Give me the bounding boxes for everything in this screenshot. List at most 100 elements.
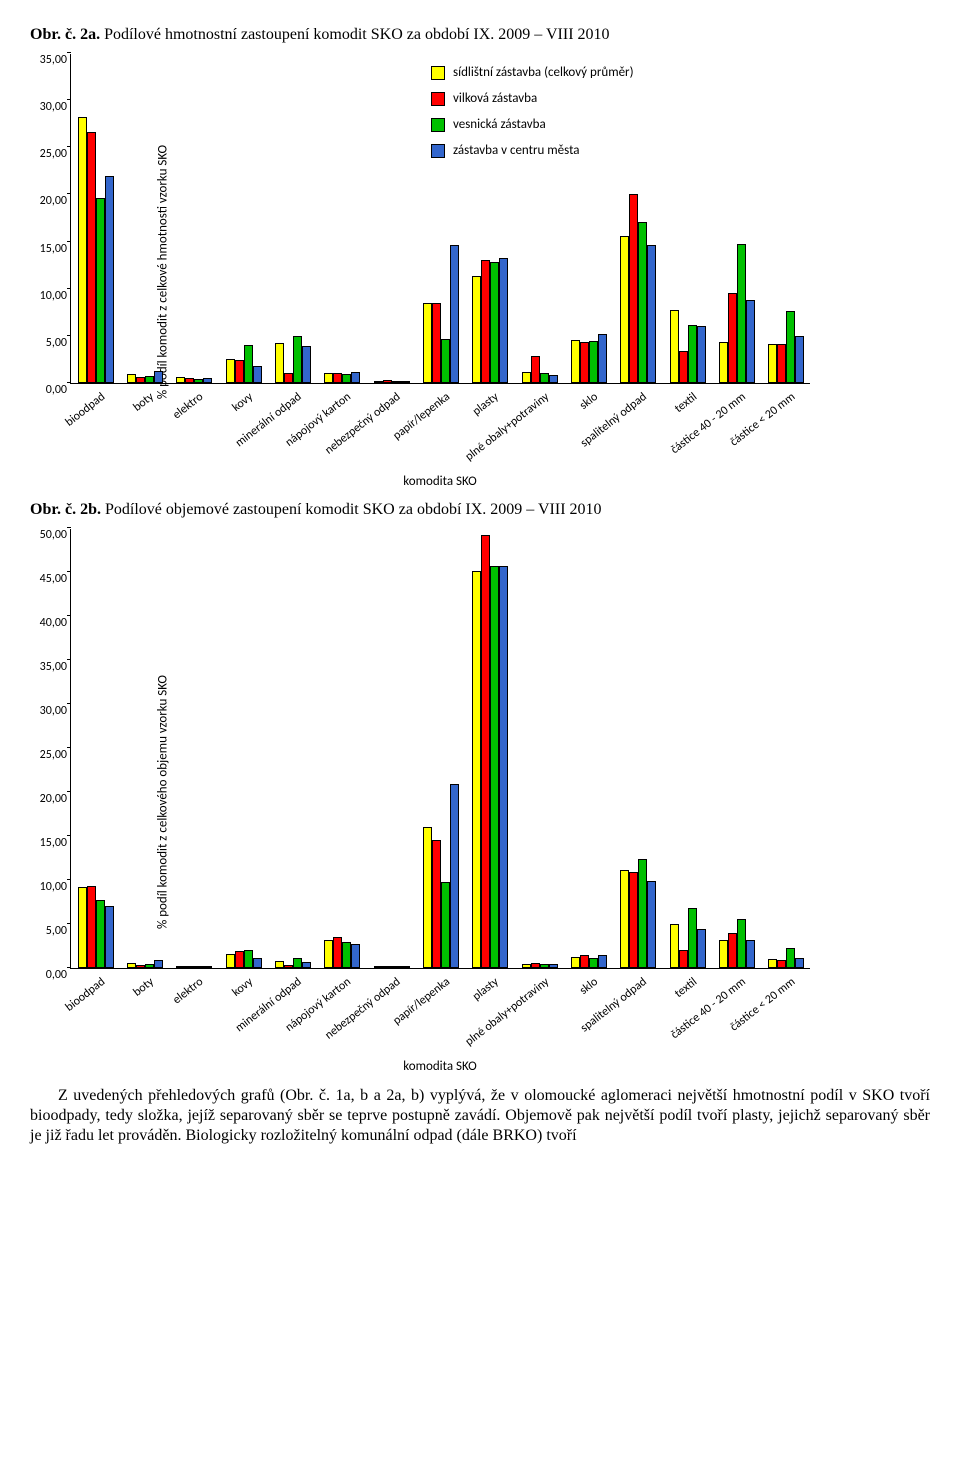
bar	[226, 954, 235, 968]
bar	[194, 966, 203, 968]
bar	[253, 958, 262, 968]
xlabel: sklo	[577, 975, 601, 998]
bar	[275, 961, 284, 968]
bar	[302, 962, 311, 968]
legend-label: vilková zástavba	[453, 88, 537, 110]
bar-group	[324, 372, 360, 383]
bar-group	[522, 356, 558, 383]
xlabel: plasty	[470, 975, 501, 1004]
bar	[342, 374, 351, 383]
ytick-label: 25,00	[23, 147, 67, 161]
xlabel: boty	[131, 975, 157, 1000]
bar	[96, 198, 105, 383]
xlabel: sklo	[577, 390, 601, 413]
bar	[688, 908, 697, 968]
ytick-label: 50,00	[23, 528, 67, 542]
bar	[145, 376, 154, 383]
bar	[154, 960, 163, 968]
bar	[549, 375, 558, 383]
bar	[432, 303, 441, 383]
bar	[490, 262, 499, 383]
bar-group	[571, 955, 607, 968]
bar	[647, 245, 656, 383]
bar	[78, 887, 87, 968]
bar	[136, 965, 145, 968]
ytick-label: 15,00	[23, 242, 67, 256]
caption-2a-text: Podílové hmotnostní zastoupení komodit S…	[100, 26, 609, 43]
ytick-label: 20,00	[23, 792, 67, 806]
ytick-label: 45,00	[23, 572, 67, 586]
bar	[185, 378, 194, 383]
bar	[746, 300, 755, 383]
bar	[786, 948, 795, 968]
bar	[87, 132, 96, 383]
bar	[697, 326, 706, 384]
bar	[87, 886, 96, 968]
bar-group	[423, 784, 459, 968]
bar	[383, 966, 392, 968]
xlabels: bioodpadbotyelektrokovyminerální odpadná…	[70, 969, 810, 1065]
bar	[185, 966, 194, 968]
bar	[540, 964, 549, 968]
bar-group	[226, 950, 262, 968]
chart-2a: % podíl komodit z celkové hmotnosti vzor…	[70, 54, 930, 489]
bar-group	[571, 334, 607, 383]
legend-item: vesnická zástavba	[431, 114, 634, 136]
bar	[688, 325, 697, 383]
bar	[795, 958, 804, 968]
legend-swatch	[431, 66, 445, 80]
bar	[620, 236, 629, 383]
bar	[522, 372, 531, 383]
bar	[499, 258, 508, 383]
bar-group	[768, 311, 804, 383]
ytick-label: 35,00	[23, 53, 67, 67]
bar	[728, 293, 737, 384]
legend-label: zástavba v centru města	[453, 140, 580, 162]
ytick-label: 30,00	[23, 100, 67, 114]
bar-group	[768, 948, 804, 968]
ytick-label: 10,00	[23, 880, 67, 894]
bar	[244, 345, 253, 383]
bar	[203, 378, 212, 383]
caption-2a: Obr. č. 2a. Podílové hmotnostní zastoupe…	[30, 26, 930, 44]
bar-group	[324, 937, 360, 968]
bar	[401, 966, 410, 968]
bar	[176, 377, 185, 383]
bar	[777, 960, 786, 968]
bar	[423, 827, 432, 968]
bar	[598, 955, 607, 968]
xlabel: elektro	[171, 390, 207, 422]
bar-group	[423, 245, 459, 383]
ytick-label: 40,00	[23, 616, 67, 630]
bar	[176, 966, 185, 968]
xlabels: bioodpadbotyelektrokovyminerální odpadná…	[70, 384, 810, 480]
bar	[746, 940, 755, 968]
bar	[351, 944, 360, 968]
bar	[441, 339, 450, 383]
bar-group	[127, 371, 163, 383]
bar	[401, 381, 410, 383]
caption-2b: Obr. č. 2b. Podílové objemové zastoupení…	[30, 501, 930, 519]
bar	[450, 245, 459, 383]
legend-item: sídlištní zástavba (celkový průměr)	[431, 62, 634, 84]
bar	[302, 346, 311, 383]
ytick-label: 10,00	[23, 289, 67, 303]
bar	[549, 964, 558, 968]
xlabel: plasty	[470, 390, 501, 419]
bar	[226, 359, 235, 383]
chart-2b: % podíl komodit z celkového objemu vzork…	[70, 529, 930, 1074]
bar	[620, 870, 629, 968]
legend-item: zástavba v centru města	[431, 140, 634, 162]
bar-group	[719, 244, 755, 383]
bar-group	[472, 535, 508, 968]
bar	[342, 942, 351, 968]
bar-group	[275, 336, 311, 383]
bar	[728, 933, 737, 968]
ytick-label: 20,00	[23, 194, 67, 208]
bar-group	[472, 258, 508, 383]
bar	[719, 940, 728, 968]
bar	[638, 222, 647, 383]
bar	[78, 117, 87, 383]
bar-group	[127, 960, 163, 968]
bar	[154, 371, 163, 383]
